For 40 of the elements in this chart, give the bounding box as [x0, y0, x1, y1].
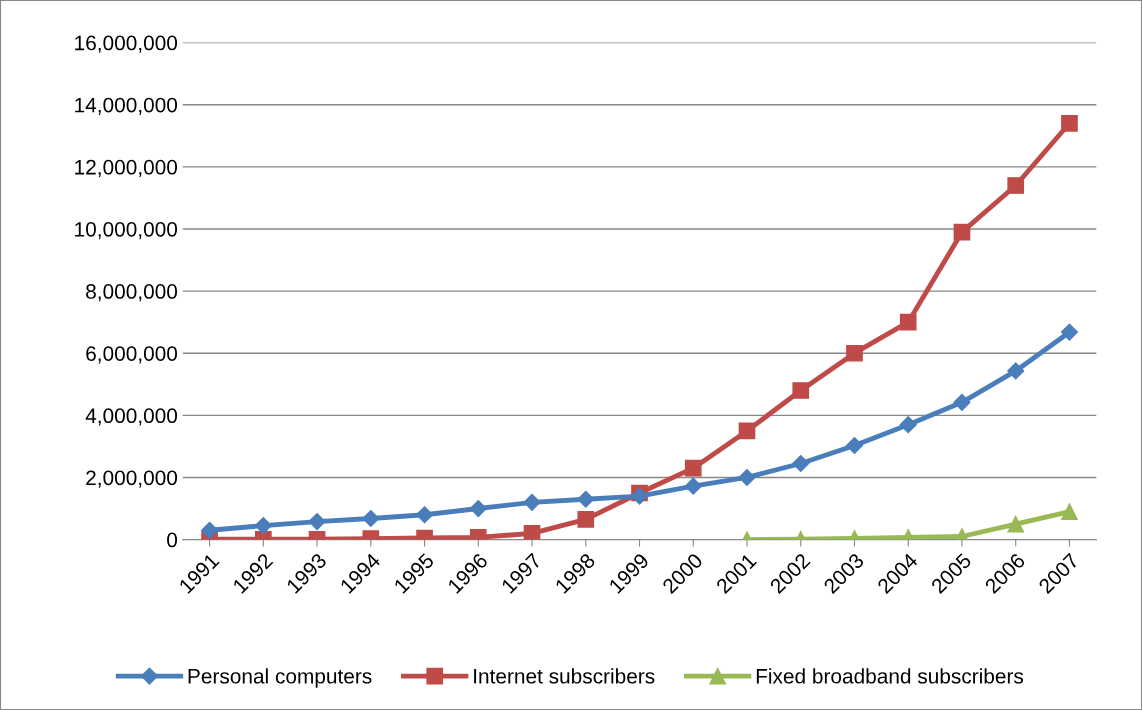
- y-tick-label: 2,000,000: [86, 470, 178, 488]
- point: [684, 477, 702, 495]
- point: [577, 511, 595, 528]
- point: [1061, 115, 1078, 132]
- y-tick-label: 0: [167, 532, 178, 548]
- y-tick-label: 10,000,000: [75, 221, 178, 240]
- point: [469, 499, 487, 518]
- point: [362, 509, 380, 528]
- point: [416, 506, 434, 524]
- point: [1007, 515, 1025, 533]
- y-tick-label: 8,000,000: [86, 284, 178, 302]
- point: [846, 344, 863, 362]
- point: [899, 313, 917, 331]
- point: [254, 517, 272, 535]
- legend-label: Internet subscribers: [474, 668, 655, 684]
- point: [523, 493, 541, 511]
- legend-label: Fixed broadband subscribers: [756, 668, 1024, 684]
- point: [577, 490, 595, 508]
- point: [953, 393, 971, 411]
- point: [201, 521, 219, 539]
- point: [684, 459, 702, 477]
- point: [308, 513, 326, 531]
- y-tick-label: 14,000,000: [75, 97, 178, 115]
- y-tick-label: 4,000,000: [85, 408, 178, 426]
- point: [1007, 362, 1025, 380]
- legend-label: Personal computers: [188, 668, 372, 688]
- point: [899, 416, 917, 434]
- point: [738, 468, 756, 487]
- point: [1061, 503, 1078, 520]
- y-tick-label: 16,000,000: [75, 35, 178, 53]
- point: [845, 436, 864, 455]
- point: [953, 223, 971, 241]
- point: [1007, 177, 1025, 194]
- point: [792, 382, 810, 399]
- y-tick-label: 6,000,000: [86, 346, 178, 364]
- point: [792, 454, 810, 473]
- point: [523, 525, 541, 540]
- point: [738, 422, 756, 440]
- y-tick-label: 12,000,000: [75, 159, 178, 178]
- point: [1060, 323, 1079, 341]
